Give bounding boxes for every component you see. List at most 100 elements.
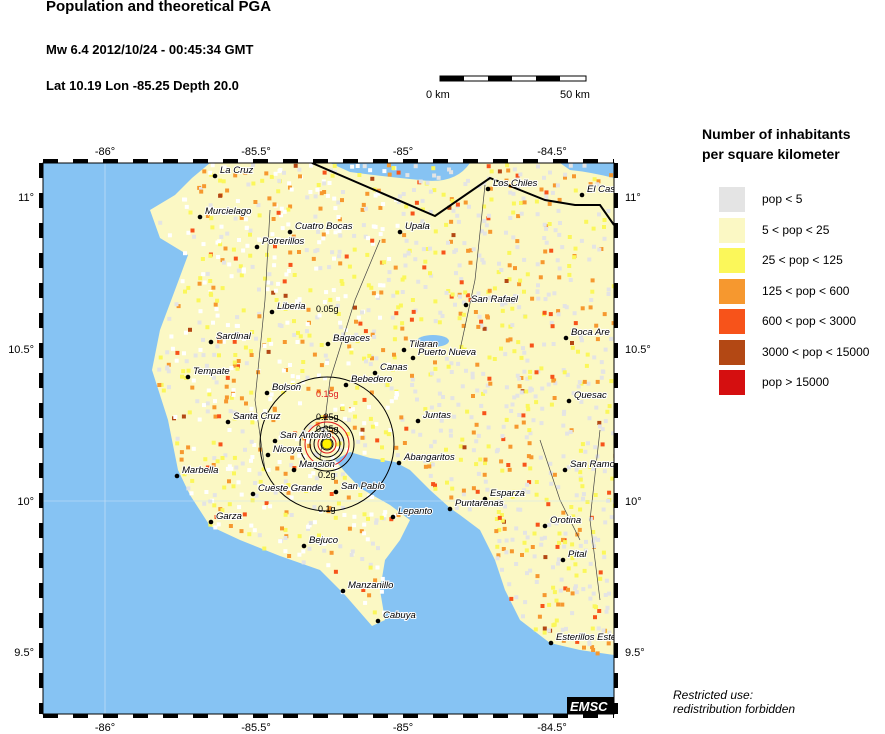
population-cell — [391, 166, 396, 171]
population-cell — [389, 517, 394, 522]
population-cell — [583, 548, 588, 553]
population-cell — [236, 359, 241, 363]
population-cell — [606, 209, 611, 213]
lon-tick-label: -86° — [95, 146, 115, 158]
population-cell — [374, 356, 379, 361]
population-cell — [276, 210, 281, 215]
population-cell — [592, 244, 596, 249]
city-label: Quesac — [574, 390, 607, 401]
population-cell — [539, 536, 544, 541]
population-cell — [551, 623, 556, 628]
population-cell — [179, 450, 184, 455]
frame-tick — [193, 714, 208, 718]
population-cell — [505, 338, 510, 343]
population-cell — [314, 476, 319, 481]
population-cell — [166, 369, 171, 374]
population-cell — [165, 350, 170, 355]
city-label: Manzanillo — [348, 580, 393, 591]
population-cell — [400, 417, 405, 422]
population-cell — [350, 549, 355, 554]
population-cell — [567, 552, 572, 557]
population-cell — [232, 416, 237, 421]
population-cell — [416, 279, 421, 284]
population-cell — [444, 290, 449, 295]
population-cell — [347, 526, 352, 531]
population-cell — [497, 169, 502, 174]
population-cell — [504, 550, 509, 555]
population-cell — [219, 234, 224, 239]
population-cell — [355, 164, 360, 168]
population-cell — [272, 202, 277, 207]
population-cell — [366, 516, 370, 521]
population-cell — [354, 332, 359, 337]
frame-tick — [43, 714, 58, 718]
city-marker: San Pablo — [333, 480, 386, 495]
population-cell — [352, 514, 357, 519]
population-cell — [359, 529, 364, 534]
legend-swatch — [719, 339, 745, 365]
population-cell — [273, 171, 278, 176]
population-cell — [360, 435, 365, 440]
population-cell — [413, 257, 418, 262]
frame-tick — [463, 159, 478, 163]
population-cell — [449, 294, 454, 299]
population-cell — [578, 448, 583, 453]
frame-tick — [133, 714, 148, 718]
province-border — [254, 209, 271, 471]
population-cell — [274, 298, 279, 302]
population-cell — [543, 249, 548, 254]
population-cell — [482, 326, 487, 331]
population-cell — [360, 427, 365, 432]
population-cell — [213, 302, 218, 307]
lat-tick-label: 9.5° — [14, 647, 34, 659]
population-cell — [316, 229, 321, 234]
population-cell — [229, 395, 234, 400]
population-cell — [226, 334, 231, 339]
population-cell — [600, 632, 604, 637]
population-cell — [514, 526, 519, 531]
population-cell — [188, 327, 192, 332]
population-cell — [508, 337, 513, 342]
frame-tick — [43, 159, 58, 163]
population-cell — [547, 201, 552, 206]
population-cell — [381, 348, 386, 353]
frame-tick — [614, 703, 618, 714]
population-cell — [570, 341, 574, 345]
population-cell — [199, 187, 203, 191]
population-cell — [292, 273, 297, 277]
population-cell — [362, 531, 367, 536]
population-cell — [244, 225, 249, 230]
legend-title-line2: per square kilometer — [702, 146, 840, 162]
population-cell — [514, 424, 519, 429]
city-label: Puerto Nueva — [418, 347, 476, 358]
population-cell — [327, 222, 332, 227]
population-cell — [386, 163, 391, 168]
population-cell — [444, 222, 449, 227]
population-cell — [565, 372, 570, 377]
population-cell — [585, 500, 590, 504]
population-cell — [456, 402, 461, 407]
population-cell — [374, 518, 379, 523]
city-marker: Mansion — [291, 458, 336, 473]
population-cell — [186, 285, 191, 290]
population-cell — [505, 163, 510, 168]
population-cell — [579, 335, 584, 340]
population-cell — [459, 277, 464, 282]
population-cell — [212, 375, 216, 380]
population-cell — [290, 380, 295, 385]
population-cell — [450, 396, 455, 401]
population-cell — [316, 183, 321, 187]
population-cell — [532, 554, 537, 559]
lat-tick-label: 11° — [18, 192, 34, 204]
population-cell — [304, 489, 309, 494]
legend-label: 125 < pop < 600 — [762, 283, 850, 298]
population-cell — [282, 209, 287, 214]
population-cell — [513, 294, 517, 298]
city-label: El Cas — [587, 184, 615, 195]
population-cell — [319, 343, 324, 347]
population-cell — [272, 255, 277, 260]
city-label: San Rafael — [471, 294, 519, 305]
population-cell — [525, 571, 529, 576]
population-cell — [496, 270, 501, 275]
